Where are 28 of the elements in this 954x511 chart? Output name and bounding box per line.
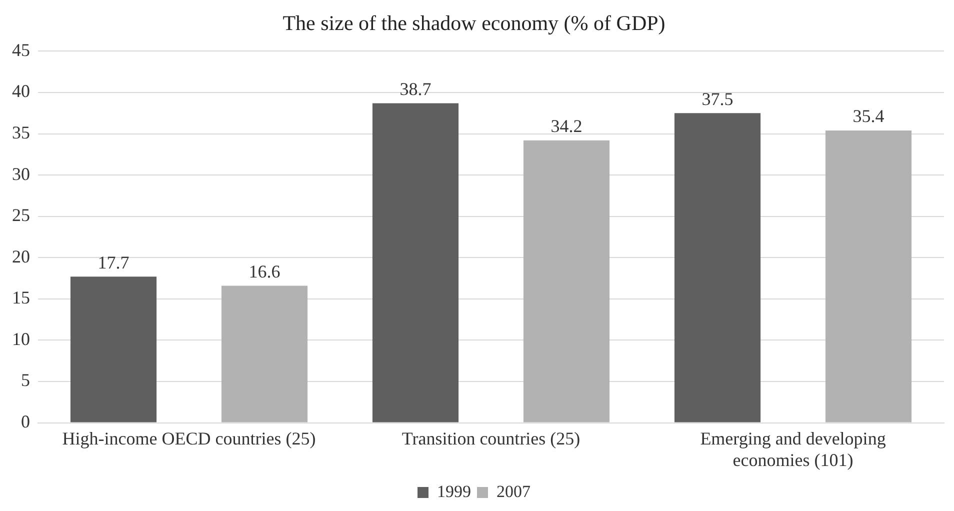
data-label: 37.5: [702, 88, 734, 109]
y-tick-label: 15: [12, 288, 30, 308]
bar: [70, 276, 157, 422]
y-tick-label: 45: [12, 40, 30, 60]
legend-label: 1999: [437, 482, 471, 501]
x-tick-label: Transition countries (25): [402, 428, 580, 448]
y-tick-label: 20: [12, 246, 30, 266]
bar: [674, 113, 761, 422]
data-label: 35.4: [852, 106, 884, 126]
y-tick-label: 40: [12, 81, 30, 102]
y-tick-label: 35: [12, 122, 30, 143]
y-tick-label: 30: [12, 164, 30, 184]
y-tick-label: 5: [21, 370, 30, 390]
legend-label: 2007: [496, 482, 531, 501]
data-label: 38.7: [400, 78, 432, 99]
bar: [221, 286, 308, 422]
x-tick-label: Emerging and developing economies (101): [700, 428, 886, 470]
data-label: 17.7: [98, 252, 130, 272]
y-tick-label: 25: [12, 205, 30, 226]
bar: [372, 103, 459, 422]
data-label: 34.2: [550, 116, 582, 136]
y-tick-label: 10: [12, 328, 30, 349]
bar: [825, 130, 912, 422]
bar: [523, 140, 610, 422]
chart-title: The size of the shadow economy (% of GDP): [282, 11, 666, 36]
data-label: 16.6: [248, 261, 280, 282]
x-tick-label: High-income OECD countries (25): [62, 428, 316, 448]
y-tick-label: 0: [21, 412, 30, 432]
